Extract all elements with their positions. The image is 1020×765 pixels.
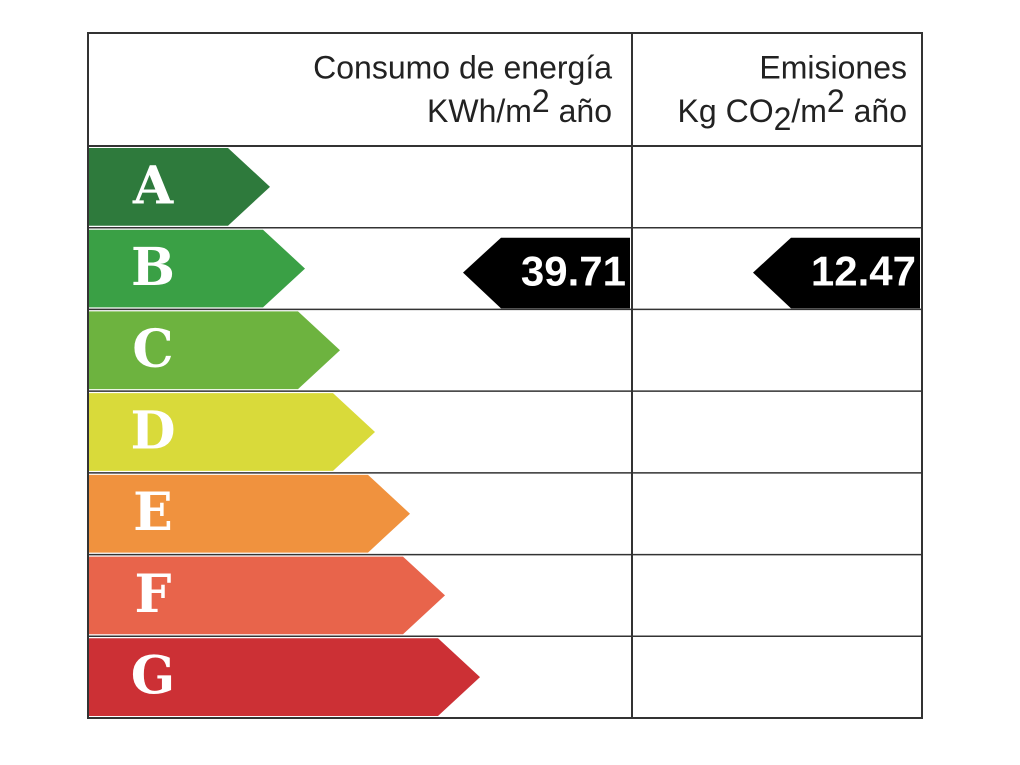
rating-letter: F <box>135 564 172 625</box>
emissions-title: Emisiones <box>759 49 907 85</box>
unit-part: /m <box>791 93 827 129</box>
emissions-unit: Kg CO2/m2 año <box>678 83 907 137</box>
rating-arrow <box>89 393 375 471</box>
rating-letter: D <box>130 401 175 462</box>
unit-part: KWh/m <box>427 93 532 129</box>
indicator-arrow <box>463 237 630 309</box>
rating-letter: E <box>133 482 173 543</box>
consumption-title: Consumo de energía <box>313 49 612 85</box>
rating-arrow <box>89 638 480 716</box>
indicator-arrow <box>753 237 920 309</box>
rating-letter: G <box>131 646 175 707</box>
unit-part: Kg CO <box>678 93 774 129</box>
rating-letter: C <box>132 319 173 380</box>
consumption-unit: KWh/m2 año <box>427 83 612 129</box>
frame <box>87 32 923 719</box>
unit-superscript: 2 <box>827 83 845 119</box>
indicator-value: 39.71 <box>521 248 626 295</box>
rating-arrow <box>89 311 340 390</box>
rating-arrow <box>89 556 445 635</box>
rating-arrow <box>89 474 410 553</box>
unit-subscript: 2 <box>774 101 792 137</box>
rating-arrow <box>89 148 270 226</box>
indicator-value: 12.47 <box>811 248 916 295</box>
rating-arrow <box>89 229 305 308</box>
unit-superscript: 2 <box>532 83 550 119</box>
rating-letter: B <box>131 237 175 298</box>
unit-part: año <box>550 93 612 129</box>
rating-letter: A <box>132 155 174 216</box>
unit-part: año <box>845 93 907 129</box>
